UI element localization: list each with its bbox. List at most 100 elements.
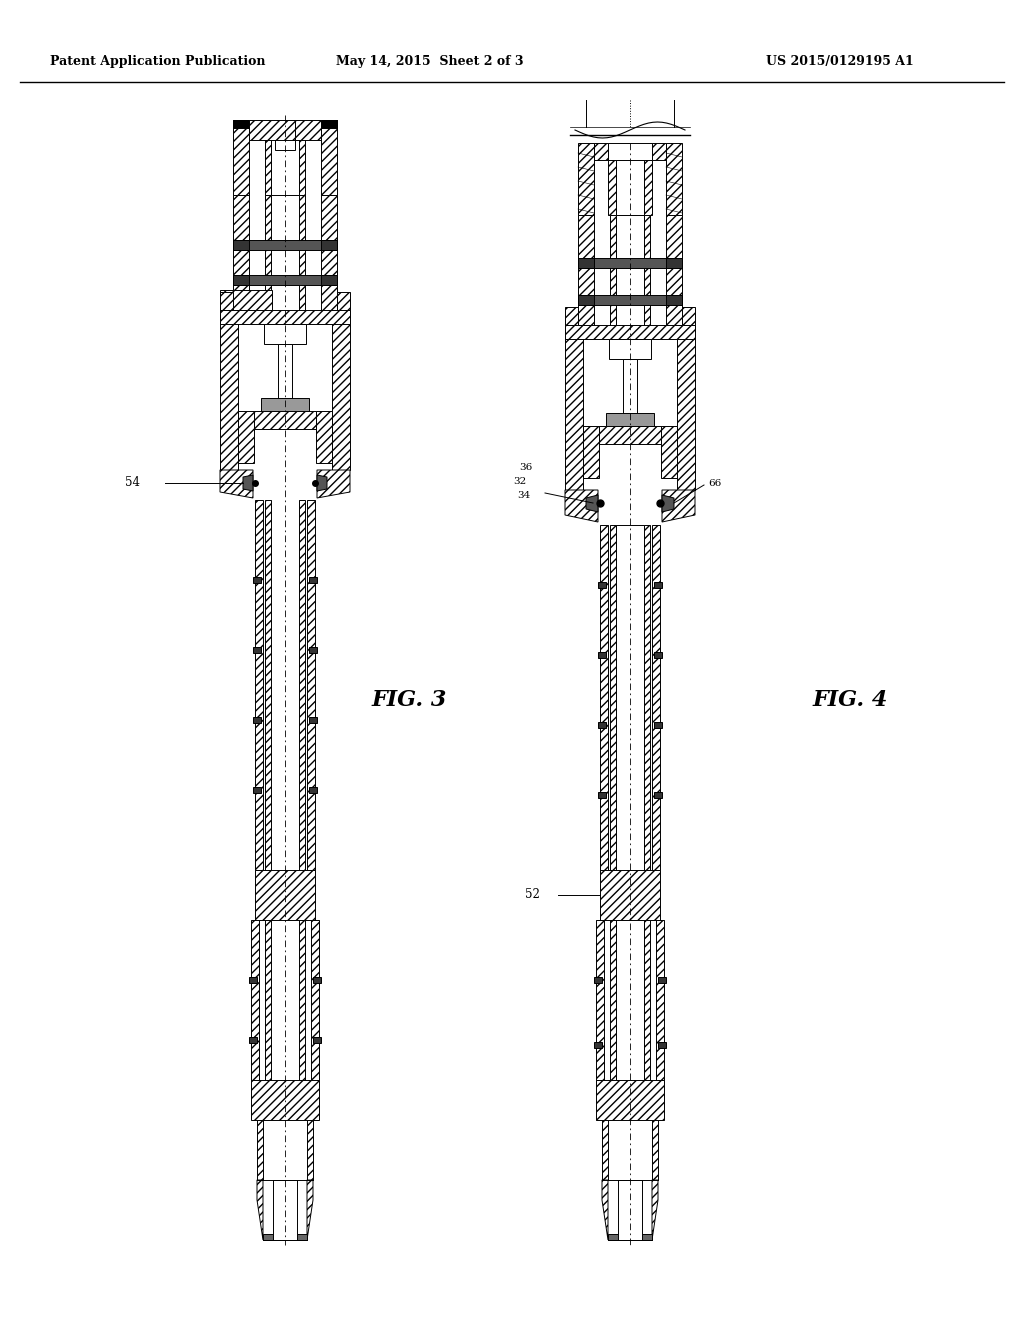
- Bar: [654, 582, 662, 587]
- Bar: [261, 399, 309, 411]
- Polygon shape: [586, 495, 598, 512]
- Polygon shape: [662, 490, 695, 521]
- Bar: [263, 1234, 307, 1239]
- Bar: [565, 325, 583, 490]
- Text: 32: 32: [514, 477, 527, 486]
- Bar: [610, 525, 616, 870]
- Bar: [644, 920, 650, 1080]
- Text: 54: 54: [125, 477, 140, 490]
- Bar: [578, 143, 594, 215]
- Bar: [265, 120, 271, 195]
- Polygon shape: [652, 1180, 658, 1239]
- Bar: [578, 257, 594, 268]
- Bar: [596, 1080, 664, 1119]
- Bar: [253, 647, 261, 653]
- Bar: [273, 1180, 297, 1239]
- Bar: [265, 500, 271, 870]
- Bar: [265, 195, 271, 319]
- Bar: [264, 323, 306, 345]
- Polygon shape: [220, 470, 253, 498]
- Bar: [608, 1234, 652, 1239]
- Bar: [658, 977, 666, 983]
- Bar: [233, 240, 249, 249]
- Text: FIG. 3: FIG. 3: [372, 689, 447, 710]
- Bar: [307, 1119, 313, 1180]
- Text: May 14, 2015  Sheet 2 of 3: May 14, 2015 Sheet 2 of 3: [336, 55, 523, 69]
- Bar: [616, 215, 644, 335]
- Bar: [321, 195, 337, 319]
- Polygon shape: [317, 475, 327, 491]
- Bar: [233, 275, 337, 285]
- Bar: [265, 920, 271, 1080]
- Bar: [321, 120, 337, 195]
- Bar: [233, 240, 337, 249]
- Bar: [233, 120, 337, 128]
- Bar: [600, 870, 660, 920]
- Bar: [616, 920, 644, 1080]
- Bar: [666, 215, 682, 335]
- Bar: [309, 577, 317, 583]
- Text: 52: 52: [525, 888, 540, 902]
- Bar: [220, 310, 350, 323]
- Bar: [654, 722, 662, 729]
- Bar: [278, 345, 292, 399]
- Text: 36: 36: [520, 462, 534, 471]
- Bar: [662, 426, 677, 478]
- Bar: [666, 294, 682, 305]
- Bar: [309, 787, 317, 793]
- Bar: [337, 292, 350, 310]
- Text: US 2015/0129195 A1: US 2015/0129195 A1: [766, 55, 913, 69]
- Bar: [313, 1038, 321, 1043]
- Bar: [332, 310, 350, 470]
- Bar: [682, 308, 695, 325]
- Bar: [594, 1041, 602, 1048]
- Bar: [309, 647, 317, 653]
- Bar: [583, 426, 599, 478]
- Bar: [599, 426, 662, 444]
- Bar: [600, 525, 608, 870]
- Bar: [271, 120, 299, 195]
- Bar: [565, 308, 578, 325]
- Text: 66: 66: [708, 479, 721, 487]
- Bar: [644, 525, 650, 870]
- Bar: [313, 977, 321, 983]
- Bar: [255, 500, 263, 870]
- Bar: [578, 294, 594, 305]
- Bar: [255, 870, 315, 920]
- Bar: [321, 240, 337, 249]
- Bar: [233, 120, 249, 195]
- Bar: [299, 195, 305, 319]
- Bar: [299, 500, 305, 870]
- Bar: [654, 652, 662, 657]
- Bar: [220, 290, 272, 310]
- Bar: [610, 920, 616, 1080]
- Polygon shape: [602, 1180, 608, 1239]
- Bar: [249, 1038, 257, 1043]
- Bar: [608, 143, 652, 160]
- Bar: [654, 792, 662, 799]
- Polygon shape: [565, 490, 598, 521]
- Bar: [598, 792, 606, 799]
- Bar: [596, 920, 604, 1080]
- Bar: [656, 920, 664, 1080]
- Bar: [253, 717, 261, 723]
- Bar: [253, 787, 261, 793]
- Polygon shape: [243, 475, 253, 491]
- Bar: [616, 160, 644, 215]
- Bar: [295, 120, 321, 140]
- Bar: [658, 1041, 666, 1048]
- Bar: [316, 411, 332, 463]
- Bar: [253, 577, 261, 583]
- Bar: [220, 310, 238, 470]
- Bar: [251, 920, 259, 1080]
- Bar: [249, 120, 301, 140]
- Bar: [618, 1180, 642, 1239]
- Text: 34: 34: [518, 491, 531, 499]
- Bar: [644, 215, 650, 335]
- Bar: [598, 582, 606, 587]
- Bar: [616, 525, 644, 870]
- Bar: [233, 275, 249, 285]
- Bar: [578, 215, 594, 335]
- Bar: [565, 325, 695, 339]
- Polygon shape: [317, 470, 350, 498]
